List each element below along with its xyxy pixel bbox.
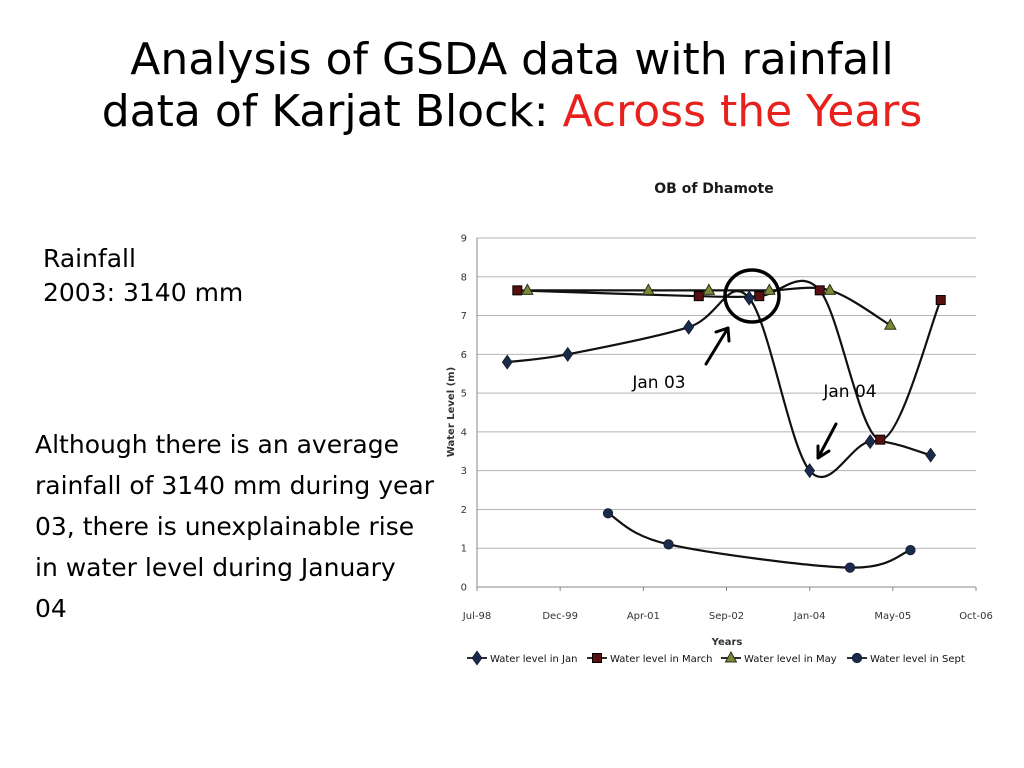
data-point-s0-p2 xyxy=(683,319,695,335)
data-point-s0-p5 xyxy=(864,434,876,450)
chart-title: OB of Dhamote xyxy=(654,181,773,197)
series-line-3 xyxy=(607,512,911,569)
data-point-s2-p3 xyxy=(762,283,776,295)
legend-marker-1 xyxy=(592,653,602,663)
y-tick-label: 1 xyxy=(461,544,467,555)
title-accent: Across the Years xyxy=(562,86,923,137)
title-line-1: Analysis of GSDA data with rainfall xyxy=(130,34,894,85)
data-point-s2-p0 xyxy=(521,283,534,295)
rainfall-label: Rainfall xyxy=(43,244,136,273)
y-axis-title: Water Level (m) xyxy=(446,367,457,457)
x-tick-label: May-05 xyxy=(874,611,911,622)
y-tick-label: 5 xyxy=(461,389,467,400)
y-tick-label: 6 xyxy=(461,350,467,361)
y-tick-label: 4 xyxy=(461,427,467,438)
y-tick-label: 2 xyxy=(461,505,467,516)
legend-label-1: Water level in March xyxy=(610,654,712,665)
jan04-arrow xyxy=(816,422,838,460)
y-tick-label: 7 xyxy=(461,311,467,322)
data-point-s3-p3 xyxy=(905,545,916,556)
legend-label-3: Water level in Sept xyxy=(870,654,965,665)
data-point-s3-p1 xyxy=(663,539,674,550)
y-tick-label: 8 xyxy=(461,272,467,283)
title-line-2: data of Karjat Block: xyxy=(101,86,563,137)
legend-label-2: Water level in May xyxy=(744,654,837,665)
legend-marker-0 xyxy=(471,650,483,666)
legend-marker-3 xyxy=(851,652,863,664)
y-tick-label: 0 xyxy=(461,583,467,594)
y-tick-label: 9 xyxy=(461,234,467,245)
x-tick-label: Oct-06 xyxy=(959,611,993,622)
data-point-s3-p2 xyxy=(844,562,856,573)
x-tick-label: Jan-04 xyxy=(793,611,826,622)
x-axis-title: Years xyxy=(711,637,743,648)
data-point-s2-p1 xyxy=(642,283,655,295)
legend-marker-2 xyxy=(724,650,738,663)
data-point-s1-p0 xyxy=(512,285,523,296)
data-point-s1-p2 xyxy=(754,291,765,302)
data-point-s0-p4 xyxy=(804,463,816,479)
data-point-s0-p0 xyxy=(501,354,513,370)
series-line-1 xyxy=(517,279,942,441)
legend-label-0: Water level in Jan xyxy=(490,654,577,665)
rainfall-block: Rainfall 2003: 3140 mm xyxy=(43,242,243,310)
data-point-s0-p3 xyxy=(743,290,755,306)
series-line-2 xyxy=(527,286,891,327)
x-tick-label: Apr-01 xyxy=(627,611,660,622)
data-point-s0-p1 xyxy=(562,346,574,362)
data-point-s0-p6 xyxy=(925,447,937,463)
data-point-s1-p4 xyxy=(875,434,886,445)
note-text: Although there is an average rainfall of… xyxy=(35,430,434,623)
data-point-s2-p4 xyxy=(823,283,837,295)
rainfall-value: 2003: 3140 mm xyxy=(43,278,244,307)
data-point-s1-p5 xyxy=(935,295,946,306)
data-point-s2-p2 xyxy=(702,283,716,295)
x-tick-label: Jul-98 xyxy=(462,611,491,622)
data-point-s2-p5 xyxy=(883,318,897,330)
x-tick-label: Dec-99 xyxy=(542,611,578,622)
annotation-jan04: Jan 04 xyxy=(822,382,876,402)
data-point-s1-p3 xyxy=(814,285,825,296)
annotation-jan03: Jan 03 xyxy=(631,373,685,393)
highlight-circle xyxy=(723,268,781,324)
y-tick-label: 3 xyxy=(461,466,467,477)
data-point-s3-p0 xyxy=(602,508,614,519)
data-point-s1-p1 xyxy=(693,291,704,302)
x-tick-label: Sep-02 xyxy=(709,611,744,622)
jan03-arrow xyxy=(704,326,731,366)
slide-title: Analysis of GSDA data with rainfall data… xyxy=(40,34,984,138)
